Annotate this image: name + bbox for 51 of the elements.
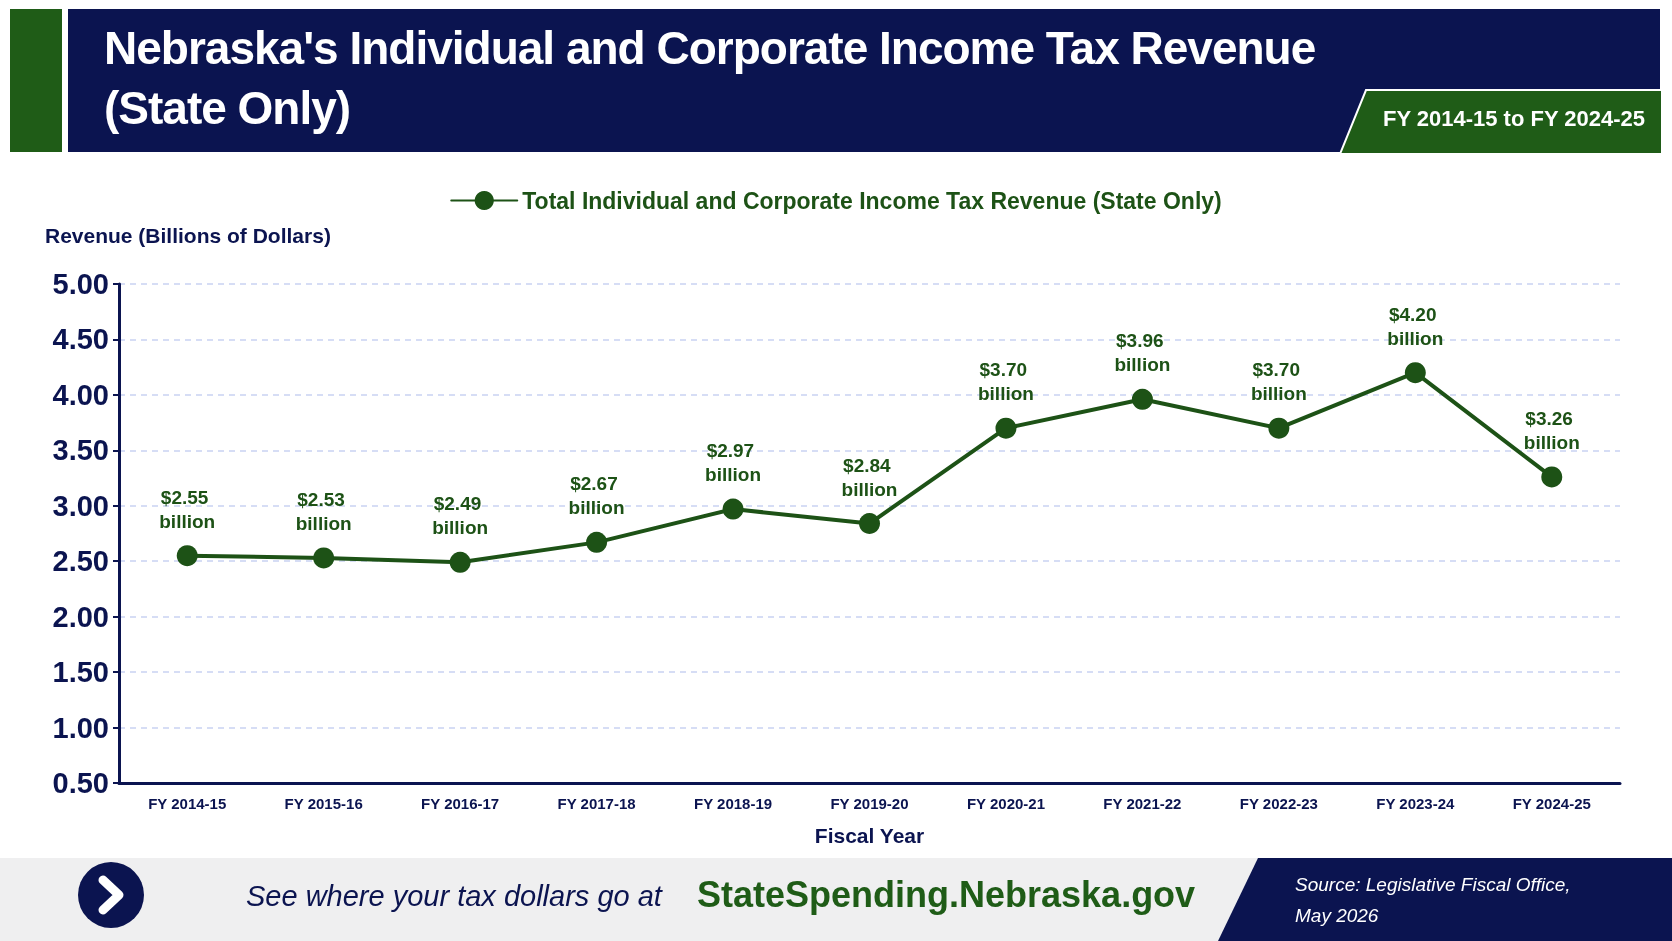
x-tick-label: FY 2022-23	[1239, 795, 1318, 812]
data-label: $3.26 billion	[1523, 407, 1580, 453]
legend-label: Total Individual and Corporate Income Tax Revenue (State Only)	[522, 187, 1222, 214]
y-tick-label: 1.50	[52, 656, 109, 689]
data-label: $2.49 billion	[432, 493, 489, 539]
x-tick-label: FY 2019-20	[830, 795, 909, 812]
source-note: Source: Legislative Fiscal Office, May 2026	[1295, 873, 1572, 928]
data-label: $2.67 billion	[568, 473, 625, 519]
point	[1131, 388, 1153, 410]
data-label: $2.97 billion	[705, 440, 762, 486]
y-tick-label: 2.50	[52, 545, 109, 578]
x-axis-title: Fiscal Year	[814, 824, 925, 847]
data-label: $2.53 billion	[295, 488, 352, 534]
point	[586, 531, 608, 553]
point	[449, 551, 471, 573]
text: StateSpending.Nebraska.gov	[697, 874, 1196, 916]
x-tick-label: FY 2017-18	[557, 795, 636, 812]
y-tick-label: 4.50	[52, 323, 109, 356]
x-tick-label: FY 2023-24	[1376, 795, 1456, 812]
chart-title: Nebraska's Individual and Corporate Income Tax Revenue (State Only)	[104, 21, 1317, 136]
data-label: $4.20 billion	[1387, 303, 1444, 349]
y-tick-label: 1.00	[52, 711, 109, 744]
point	[313, 547, 335, 569]
y-tick-label: 4.00	[52, 378, 109, 411]
x-tick-label: FY 2018-19	[693, 795, 773, 812]
y-tick-label: 0.50	[52, 767, 109, 799]
point	[722, 498, 744, 520]
point	[176, 545, 198, 567]
x-tick-label: FY 2014-15	[148, 795, 227, 812]
x-tick-label: FY 2015-16	[284, 795, 363, 812]
data-label: $2.84 billion	[841, 454, 898, 500]
x-tick-label: FY 2020-21	[966, 795, 1046, 812]
chart-subtitle: FY 2014-15 to FY 2024-25	[1381, 105, 1647, 133]
x-tick-label: FY 2016-17	[421, 795, 500, 812]
point	[1541, 466, 1563, 488]
point	[1404, 362, 1426, 384]
y-tick-label: 2.00	[52, 600, 109, 633]
point	[859, 513, 880, 535]
y-tick-label: 3.50	[52, 434, 109, 467]
x-tick-label: FY 2024-25	[1512, 795, 1591, 812]
point	[995, 417, 1017, 439]
data-label: $3.70 billion	[977, 359, 1034, 405]
data-label: $2.55 billion	[159, 486, 216, 532]
text: See where your tax dollars go at	[246, 879, 662, 914]
y-axis-title: Revenue (Billions of Dollars)	[45, 223, 331, 249]
data-label: $3.96 billion	[1114, 330, 1171, 376]
x-tick-label: FY 2021-22	[1103, 795, 1182, 812]
data-label: $3.70 billion	[1250, 359, 1307, 405]
point	[1268, 417, 1290, 439]
y-tick-label: 3.00	[52, 489, 109, 522]
y-tick-label: 5.00	[52, 268, 109, 300]
